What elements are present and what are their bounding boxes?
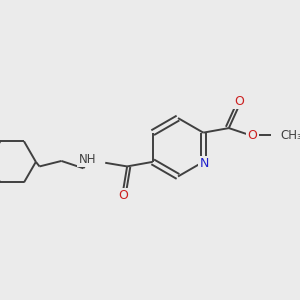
- Text: N: N: [200, 157, 209, 170]
- Text: O: O: [248, 129, 257, 142]
- Text: NH: NH: [79, 153, 96, 166]
- Text: O: O: [234, 95, 244, 108]
- Text: O: O: [118, 189, 128, 202]
- Text: CH₃: CH₃: [280, 129, 300, 142]
